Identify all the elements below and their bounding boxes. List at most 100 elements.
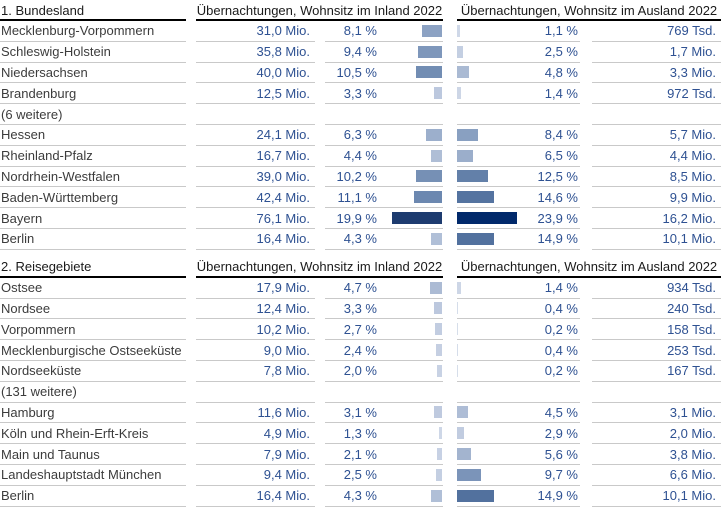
inland-column-header: Übernachtungen, Wohnsitz im Inland 2022 (196, 258, 443, 278)
section-header-row: 2. Reisegebiete Übernachtungen, Wohnsitz… (0, 258, 728, 278)
ausland-bar-zone (457, 489, 520, 502)
ausland-percent: 23,9 % (537, 210, 578, 226)
table-row: Schleswig-Holstein 35,8 Mio. 9,4 % 2,5 %… (0, 42, 728, 63)
ausland-value: 2,0 Mio. (592, 423, 721, 445)
ausland-value: 16,2 Mio. (592, 208, 721, 229)
inland-percent-bar-cell: 2,4 % (325, 340, 443, 361)
inland-value: 11,6 Mio. (196, 403, 315, 424)
ausland-percent: 4,8 % (544, 64, 578, 80)
ausland-bar-zone (457, 212, 520, 225)
inland-value: 10,2 Mio. (196, 319, 315, 341)
table-row: Main und Taunus 7,9 Mio. 2,1 % 5,6 % 3,8… (0, 444, 728, 465)
table-row: Berlin 16,4 Mio. 4,3 % 14,9 % 10,1 Mio. (0, 229, 728, 250)
ausland-value: 240 Tsd. (592, 299, 721, 320)
region-name: Berlin (0, 486, 186, 507)
inland-bar (416, 170, 442, 183)
inland-bar (426, 128, 442, 141)
ausland-value (592, 104, 721, 125)
inland-percent: 10,5 % (336, 64, 377, 80)
inland-value: 76,1 Mio. (196, 208, 315, 229)
inland-percent: 4,7 % (343, 280, 377, 296)
region-name: Schleswig-Holstein (0, 42, 186, 63)
inland-percent-bar-cell: 11,1 % (325, 187, 443, 209)
inland-percent: 2,7 % (343, 321, 377, 337)
region-name: Main und Taunus (0, 444, 186, 465)
inland-value: 16,4 Mio. (196, 486, 315, 507)
ausland-bar (457, 45, 463, 58)
ausland-bar (457, 87, 461, 100)
ausland-percent: 12,5 % (537, 168, 578, 184)
inland-bar (434, 87, 442, 100)
inland-percent: 11,1 % (337, 189, 377, 205)
table-row: Brandenburg 12,5 Mio. 3,3 % 1,4 % 972 Ts… (0, 83, 728, 105)
ausland-bar-percent-cell: 5,6 % (457, 444, 580, 465)
ausland-percent: 0,2 % (544, 321, 578, 337)
ausland-bar (457, 128, 478, 141)
table-row: Ostsee 17,9 Mio. 4,7 % 1,4 % 934 Tsd. (0, 278, 728, 299)
section-rows: Ostsee 17,9 Mio. 4,7 % 1,4 % 934 Tsd. No… (0, 278, 728, 507)
region-name: Vorpommern (0, 319, 186, 341)
ausland-value: 8,5 Mio. (592, 167, 721, 188)
ausland-bar (457, 302, 458, 315)
ausland-percent: 0,4 % (544, 300, 578, 316)
region-name: Landeshauptstadt München (0, 465, 186, 486)
ausland-value: 158 Tsd. (592, 319, 721, 341)
inland-bar (435, 323, 442, 336)
ausland-bar-percent-cell: 1,4 % (457, 83, 580, 105)
region-name: (6 weitere) (0, 104, 186, 125)
inland-value: 42,4 Mio. (196, 187, 315, 209)
inland-bar-zone (377, 24, 443, 37)
ausland-bar-percent-cell: 6,5 % (457, 146, 580, 167)
inland-bar-zone (377, 66, 443, 79)
ausland-bar-percent-cell: 14,9 % (457, 229, 580, 250)
inland-value: 12,4 Mio. (196, 299, 315, 320)
region-name: Berlin (0, 229, 186, 250)
region-name: Hamburg (0, 403, 186, 424)
ausland-bar-percent-cell: 0,2 % (457, 319, 580, 341)
ausland-percent: 14,6 % (537, 189, 578, 205)
table-row: Mecklenburg-Vorpommern 31,0 Mio. 8,1 % 1… (0, 21, 728, 42)
inland-percent-bar-cell: 2,0 % (325, 361, 443, 382)
table-row: Hessen 24,1 Mio. 6,3 % 8,4 % 5,7 Mio. (0, 125, 728, 146)
section-header-row: 1. Bundesland Übernachtungen, Wohnsitz i… (0, 1, 728, 21)
ausland-bar (457, 149, 473, 162)
ausland-bar-percent-cell (457, 104, 580, 125)
ausland-bar-zone (457, 323, 520, 336)
table-row: Vorpommern 10,2 Mio. 2,7 % 0,2 % 158 Tsd… (0, 319, 728, 341)
ausland-bar-zone (457, 191, 520, 204)
table-row: Baden-Württemberg 42,4 Mio. 11,1 % 14,6 … (0, 187, 728, 209)
table-row: Niedersachsen 40,0 Mio. 10,5 % 4,8 % 3,3… (0, 63, 728, 84)
inland-bar-zone (377, 281, 443, 294)
region-name: Niedersachsen (0, 63, 186, 84)
ausland-percent: 14,9 % (537, 231, 578, 247)
ausland-bar-percent-cell: 4,5 % (457, 403, 580, 424)
ausland-bar-percent-cell: 0,4 % (457, 340, 580, 361)
ausland-bar (457, 170, 488, 183)
inland-value (196, 104, 315, 125)
ausland-value: 10,1 Mio. (592, 229, 721, 250)
inland-value: 7,8 Mio. (196, 361, 315, 382)
inland-percent-bar-cell: 4,3 % (325, 229, 443, 250)
inland-bar-zone (377, 149, 443, 162)
inland-bar (434, 302, 442, 315)
ausland-bar-zone (457, 364, 520, 377)
inland-percent-bar-cell: 2,1 % (325, 444, 443, 465)
inland-value: 16,7 Mio. (196, 146, 315, 167)
inland-percent-bar-cell: 4,7 % (325, 278, 443, 299)
ausland-value: 167 Tsd. (592, 361, 721, 382)
ausland-percent: 1,4 % (544, 280, 578, 296)
ausland-value: 3,3 Mio. (592, 63, 721, 84)
inland-value: 4,9 Mio. (196, 423, 315, 445)
inland-percent-bar-cell: 2,7 % (325, 319, 443, 341)
ausland-bar-zone (457, 149, 520, 162)
ausland-value: 253 Tsd. (592, 340, 721, 361)
table-row: Bayern 76,1 Mio. 19,9 % 23,9 % 16,2 Mio. (0, 208, 728, 229)
inland-bar-zone (377, 468, 443, 481)
table-row: Nordsee 12,4 Mio. 3,3 % 0,4 % 240 Tsd. (0, 299, 728, 320)
ausland-percent: 2,9 % (544, 425, 578, 441)
region-name: Köln und Rhein-Erft-Kreis (0, 423, 186, 445)
ausland-column-header: Übernachtungen, Wohnsitz im Ausland 2022 (457, 1, 721, 21)
ausland-bar-zone (457, 170, 520, 183)
ausland-bar (457, 191, 494, 204)
region-name: Nordsee (0, 299, 186, 320)
